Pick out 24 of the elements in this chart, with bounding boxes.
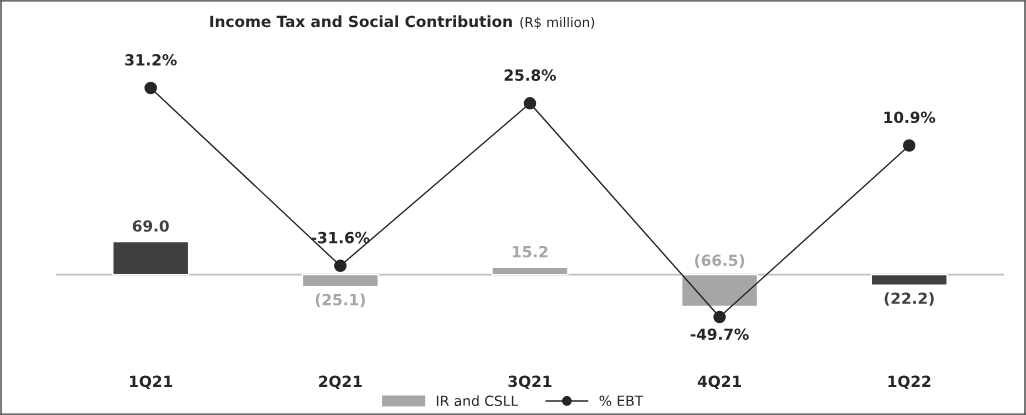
text: (R$ million)	[520, 16, 595, 29]
legend-label: IR and CSLL	[436, 395, 519, 407]
data-label: -31.6%	[311, 231, 370, 244]
point	[334, 259, 347, 273]
x-tick-label: 1Q21	[130, 375, 173, 390]
data-label: 15.2	[512, 245, 548, 258]
x-tick-label: 1Q22	[888, 375, 931, 390]
data-label: 69.0	[132, 220, 169, 232]
point	[902, 139, 916, 152]
point	[713, 310, 726, 324]
point	[144, 81, 157, 95]
text: Income Tax and Social Contribution	[210, 15, 512, 28]
data-label: (25.1)	[315, 293, 365, 308]
x-tick-label: 4Q21	[697, 375, 741, 390]
x-tick-label: 3Q21	[508, 375, 552, 390]
point	[523, 97, 537, 110]
data-label: 25.8%	[504, 69, 556, 81]
data-label: -49.7%	[690, 328, 749, 340]
data-label: (22.2)	[884, 292, 934, 306]
x-tick-label: 2Q21	[319, 375, 362, 390]
data-label: 31.2%	[125, 54, 177, 66]
legend-label: % EBT	[599, 395, 644, 407]
data-label: (66.5)	[695, 254, 745, 268]
data-label: 10.9%	[884, 111, 936, 124]
